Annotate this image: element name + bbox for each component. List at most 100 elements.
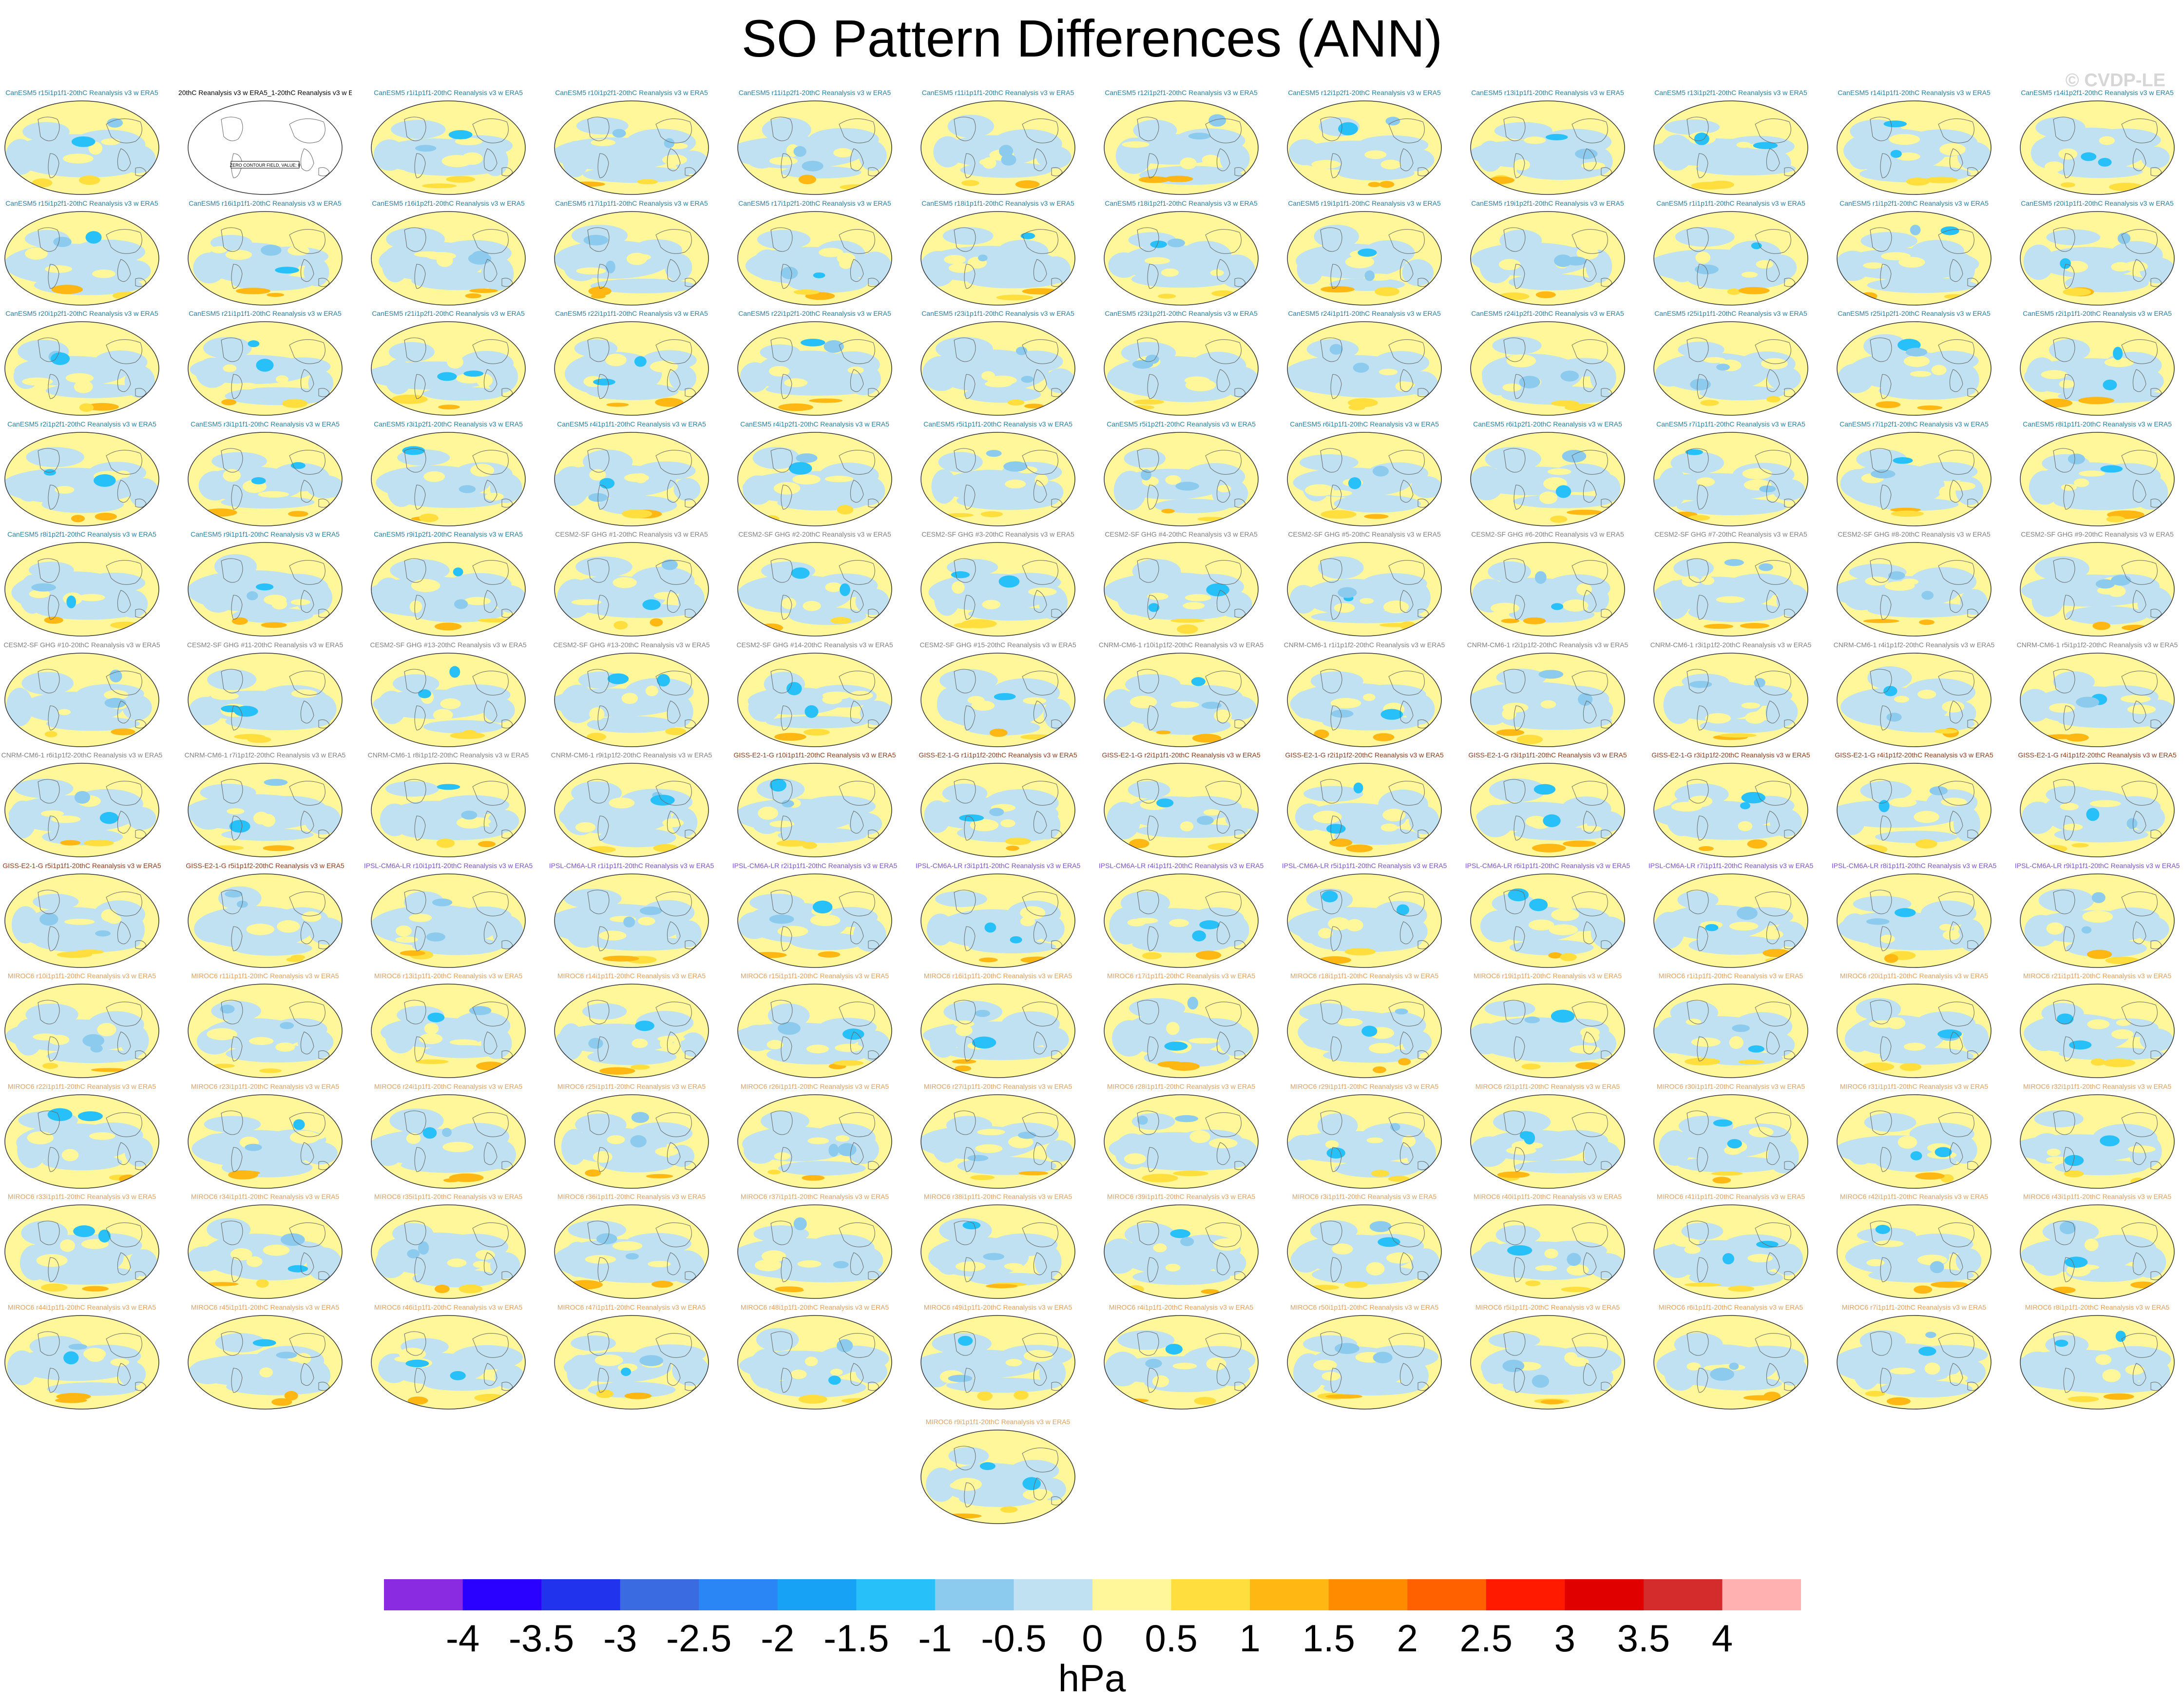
panel-title: MIROC6 r25i1p1f1-20thC Reanalysis v3 w E… xyxy=(557,1082,706,1090)
panel-title: CESM2-SF GHG #4-20thC Reanalysis v3 w ER… xyxy=(1105,530,1258,538)
panel-title: IPSL-CM6A-LR r5i1p1f1-20thC Reanalysis v… xyxy=(1282,861,1447,870)
map-ellipse xyxy=(1104,873,1259,968)
map-panel: GISS-E2-1-G r10i1p1f1-20thC Reanalysis v… xyxy=(733,751,897,860)
colorbar-swatch xyxy=(541,1579,621,1610)
panel-title: CESM2-SF GHG #6-20thC Reanalysis v3 w ER… xyxy=(1471,530,1624,538)
panel-title: CanESM5 r6i1p2f1-20thC Reanalysis v3 w E… xyxy=(1473,420,1622,428)
map-panel: MIROC6 r31i1p1f1-20thC Reanalysis v3 w E… xyxy=(1832,1082,1996,1191)
panel-title: IPSL-CM6A-LR r3i1p1f1-20thC Reanalysis v… xyxy=(915,861,1081,870)
panel-title: CanESM5 r19i1p2f1-20thC Reanalysis v3 w … xyxy=(1471,199,1624,207)
panel-title: CNRM-CM6-1 r2i1p1f2-20thC Reanalysis v3 … xyxy=(1467,640,1628,649)
map-panel: CanESM5 r6i1p1f1-20thC Reanalysis v3 w E… xyxy=(1283,420,1446,529)
panel-title: IPSL-CM6A-LR r8i1p1f1-20thC Reanalysis v… xyxy=(1831,861,1997,870)
panel-title: CESM2-SF GHG #5-20thC Reanalysis v3 w ER… xyxy=(1288,530,1441,538)
panel-title: MIROC6 r38i1p1f1-20thC Reanalysis v3 w E… xyxy=(923,1193,1073,1200)
panel-title: MIROC6 r6i1p1f1-20thC Reanalysis v3 w ER… xyxy=(1658,1303,1803,1311)
map-ellipse xyxy=(920,1430,1075,1524)
map-panel: CESM2-SF GHG #8-20thC Reanalysis v3 w ER… xyxy=(1832,530,1996,639)
map-ellipse xyxy=(554,1094,709,1189)
panel-title: MIROC6 r26i1p1f1-20thC Reanalysis v3 w E… xyxy=(740,1082,889,1090)
map-ellipse xyxy=(1837,542,1992,637)
map-ellipse xyxy=(920,1204,1075,1299)
colorbar-swatch xyxy=(1328,1579,1408,1610)
colorbar-tick-label: -2.5 xyxy=(666,1617,732,1660)
panel-title: MIROC6 r28i1p1f1-20thC Reanalysis v3 w E… xyxy=(1107,1082,1256,1090)
map-panel: MIROC6 r24i1p1f1-20thC Reanalysis v3 w E… xyxy=(366,1082,530,1191)
colorbar-swatch xyxy=(1250,1579,1329,1610)
map-panel: CESM2-SF GHG #1-20thC Reanalysis v3 w ER… xyxy=(550,530,713,639)
panel-title: MIROC6 r37i1p1f1-20thC Reanalysis v3 w E… xyxy=(740,1193,889,1200)
map-panel: CNRM-CM6-1 r10i1p1f2-20thC Reanalysis v3… xyxy=(1099,640,1264,750)
colorbar-tick-label: -4 xyxy=(445,1617,480,1660)
colorbar-swatch xyxy=(856,1579,936,1610)
map-ellipse xyxy=(371,763,526,857)
map-ellipse xyxy=(1470,763,1625,857)
map-panel: MIROC6 r19i1p1f1-20thC Reanalysis v3 w E… xyxy=(1466,971,1629,1081)
panel-title: MIROC6 r47i1p1f1-20thC Reanalysis v3 w E… xyxy=(557,1303,706,1311)
map-panel: IPSL-CM6A-LR r10i1p1f1-20thC Reanalysis … xyxy=(364,861,533,970)
map-ellipse xyxy=(1837,984,1992,1078)
map-ellipse xyxy=(1653,652,1808,747)
map-panel: CESM2-SF GHG #4-20thC Reanalysis v3 w ER… xyxy=(1099,530,1263,639)
map-ellipse xyxy=(4,542,159,637)
panel-title: CanESM5 r12i1p2f1-20thC Reanalysis v3 w … xyxy=(1105,89,1258,97)
map-ellipse xyxy=(1287,652,1442,747)
map-ellipse xyxy=(920,1315,1075,1410)
colorbar-tick-label: -1.5 xyxy=(824,1617,889,1660)
panel-title: CanESM5 r16i1p1f1-20thC Reanalysis v3 w … xyxy=(189,199,342,207)
map-panel: MIROC6 r37i1p1f1-20thC Reanalysis v3 w E… xyxy=(733,1192,897,1301)
map-ellipse xyxy=(1837,211,1992,306)
map-ellipse xyxy=(1653,1315,1808,1410)
map-panel: MIROC6 r1i1p1f1-20thC Reanalysis v3 w ER… xyxy=(1649,971,1813,1081)
map-panel: CanESM5 r11i1p2f1-20thC Reanalysis v3 w … xyxy=(733,88,897,197)
map-panel: MIROC6 r21i1p1f1-20thC Reanalysis v3 w E… xyxy=(2015,971,2179,1081)
panel-title: CNRM-CM6-1 r4i1p1f2-20thC Reanalysis v3 … xyxy=(1833,640,1995,649)
colorbar-tick-label: -0.5 xyxy=(981,1617,1047,1660)
map-ellipse xyxy=(737,984,892,1078)
map-panel: CanESM5 r1i1p1f1-20thC Reanalysis v3 w E… xyxy=(366,88,530,197)
panel-title: CanESM5 r15i1p2f1-20thC Reanalysis v3 w … xyxy=(5,199,158,207)
map-panel: MIROC6 r41i1p1f1-20thC Reanalysis v3 w E… xyxy=(1649,1192,1813,1301)
colorbar-tick-label: 1 xyxy=(1239,1617,1261,1660)
map-panel: CNRM-CM6-1 r9i1p1f2-20thC Reanalysis v3 … xyxy=(550,751,713,860)
panel-title: CanESM5 r9i1p2f1-20thC Reanalysis v3 w E… xyxy=(374,530,523,538)
map-ellipse xyxy=(1653,321,1808,416)
map-panel: CanESM5 r25i1p2f1-20thC Reanalysis v3 w … xyxy=(1832,309,1996,418)
map-panel: MIROC6 r48i1p1f1-20thC Reanalysis v3 w E… xyxy=(733,1303,897,1412)
panel-title: CESM2-SF GHG #10-20thC Reanalysis v3 w E… xyxy=(3,640,160,649)
map-ellipse xyxy=(1287,542,1442,637)
map-ellipse xyxy=(188,211,343,306)
map-ellipse xyxy=(554,984,709,1078)
map-ellipse xyxy=(371,211,526,306)
panel-title: CanESM5 r25i1p1f1-20thC Reanalysis v3 w … xyxy=(1654,309,1807,317)
watermark: © CVDP-LE xyxy=(2065,70,2165,91)
map-ellipse xyxy=(1470,211,1625,306)
panel-title: IPSL-CM6A-LR r7i1p1f1-20thC Reanalysis v… xyxy=(1648,861,1814,870)
map-ellipse xyxy=(554,542,709,637)
panel-title: CESM2-SF GHG #2-20thC Reanalysis v3 w ER… xyxy=(738,530,891,538)
map-ellipse xyxy=(2020,321,2175,416)
map-ellipse xyxy=(2020,984,2175,1078)
map-ellipse xyxy=(1104,100,1259,195)
panel-title: CanESM5 r24i1p2f1-20thC Reanalysis v3 w … xyxy=(1471,309,1624,317)
map-panel: CanESM5 r22i1p1f1-20thC Reanalysis v3 w … xyxy=(550,309,713,418)
map-panel: MIROC6 r26i1p1f1-20thC Reanalysis v3 w E… xyxy=(733,1082,897,1191)
map-ellipse xyxy=(1104,1315,1259,1410)
panel-title: CESM2-SF GHG #3-20thC Reanalysis v3 w ER… xyxy=(921,530,1074,538)
panel-title: GISS-E2-1-G r4i1p1f2-20thC Reanalysis v3… xyxy=(1835,751,1993,759)
map-ellipse xyxy=(1837,1315,1992,1410)
map-panel: MIROC6 r9i1p1f1-20thC Reanalysis v3 w ER… xyxy=(916,1417,1080,1527)
map-panel: IPSL-CM6A-LR r5i1p1f1-20thC Reanalysis v… xyxy=(1282,861,1447,970)
map-ellipse xyxy=(1653,763,1808,857)
panel-title: MIROC6 r30i1p1f1-20thC Reanalysis v3 w E… xyxy=(1656,1082,1805,1090)
map-panel: CanESM5 r18i1p1f1-20thC Reanalysis v3 w … xyxy=(916,199,1080,308)
map-ellipse xyxy=(4,100,159,195)
panel-title: MIROC6 r35i1p1f1-20thC Reanalysis v3 w E… xyxy=(374,1193,523,1200)
map-panel: CanESM5 r19i1p1f1-20thC Reanalysis v3 w … xyxy=(1283,199,1446,308)
map-ellipse xyxy=(188,984,343,1078)
map-ellipse xyxy=(1287,1315,1442,1410)
map-ellipse xyxy=(1104,431,1259,526)
panel-title: CanESM5 r16i1p2f1-20thC Reanalysis v3 w … xyxy=(372,199,525,207)
map-panel: IPSL-CM6A-LR r8i1p1f1-20thC Reanalysis v… xyxy=(1832,861,1996,970)
panel-title: CanESM5 r7i1p1f1-20thC Reanalysis v3 w E… xyxy=(1656,420,1805,428)
